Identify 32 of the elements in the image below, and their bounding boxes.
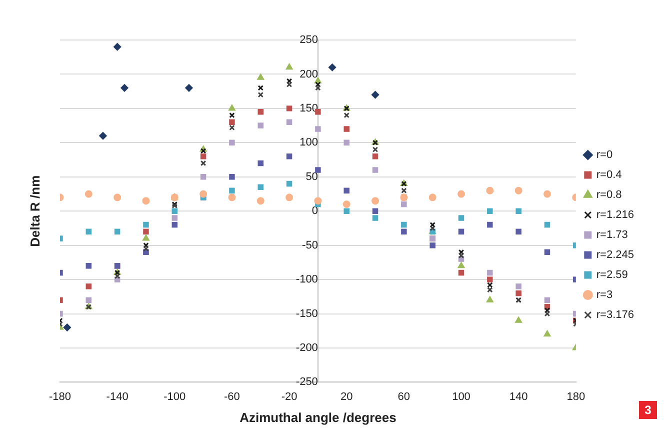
legend-label: r=1.73 (596, 229, 628, 242)
x-tick-label: -180 (48, 390, 72, 403)
legend-label: r=0.4 (596, 169, 622, 182)
legend-label: r=3.176 (596, 309, 634, 322)
x-tick-label: -140 (106, 390, 128, 403)
legend-label: r=0 (596, 149, 613, 162)
x-tick-label: -20 (281, 390, 298, 403)
x-tick-label: 180 (566, 390, 586, 403)
x-tick-label: 60 (398, 390, 410, 403)
x-axis-title: Azimuthal angle /degrees (240, 410, 396, 425)
y-tick-label: 100 (300, 136, 318, 149)
y-tick-label: -200 (296, 342, 318, 354)
legend-label: r=2.59 (596, 269, 628, 282)
legend-label: r=0.8 (596, 189, 622, 202)
legend-label: r=2.245 (596, 249, 634, 262)
x-tick-label: 140 (509, 390, 528, 403)
x-tick-label: -100 (164, 390, 186, 403)
figure-number-badge: 3 (639, 401, 657, 419)
x-tick-label: 100 (452, 390, 470, 403)
y-axis-title: Delta R /nm (28, 175, 43, 247)
y-tick-label: 0 (312, 205, 318, 218)
y-tick-label: -150 (296, 308, 318, 320)
y-tick-label: 50 (306, 170, 318, 183)
y-tick-label: -100 (296, 274, 318, 286)
y-tick-label: 250 (300, 34, 318, 46)
legend-label: r=1.216 (596, 209, 634, 222)
x-tick-label: -60 (224, 390, 240, 403)
y-tick-label: 200 (300, 68, 318, 80)
x-tick-label: 20 (340, 390, 353, 403)
y-tick-label: -50 (302, 239, 318, 252)
y-tick-label: -250 (296, 376, 318, 388)
legend-label: r=3 (596, 289, 613, 302)
